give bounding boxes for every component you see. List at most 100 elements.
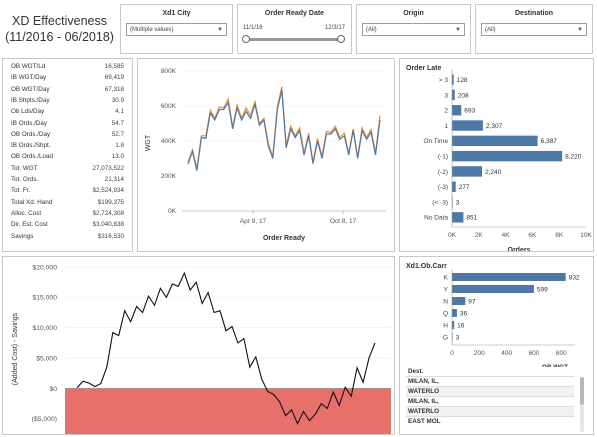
dest-table-row[interactable]: WATERLO [406,386,574,396]
x-tick-label: 0K [448,232,457,239]
category-label: 1 [444,123,448,130]
category-label: (-3) [438,184,448,191]
category-label: G [443,334,448,341]
kpi-value: 16,585 [104,63,124,70]
y-axis-title: (Added Cost) - Savings [12,312,19,385]
data-label: 208 [458,92,469,99]
carrier-bar [452,333,453,341]
category-label: No Data [424,215,448,222]
chevron-down-icon: ▼ [577,26,583,33]
filter-xd1-city-label: Xd1 City [162,10,191,17]
kpi-row: Total Xd. Hand $199,375 [11,199,124,206]
x-tick-label: 2K [475,232,484,239]
order-late-bar-chart: Order Late > 3 128 3 208 2 693 1 2,307 On Time 6,3… [406,65,592,251]
kpi-label: OB Ords./Load [11,153,53,161]
data-label: 277 [459,184,470,191]
kpi-row: Alloc. Cost $2,724,308 [11,210,124,217]
dashboard-subtitle: (11/2016 - 06/2018) [5,30,114,44]
dest-table-row[interactable]: MILAN, IL, [406,376,574,386]
kpi-row: OB WGT/Day 67,318 [11,86,124,93]
category-label: H [443,322,448,329]
date-start-label: 11/1/16 [243,25,263,31]
order-late-bar [452,196,453,208]
carrier-scrollbar[interactable] [580,377,584,432]
data-label: 6,387 [541,138,558,145]
kpi-label: OB WGT/Day [11,85,50,93]
filter-destination-label: Destination [514,10,554,17]
data-label: 851 [466,215,477,222]
data-label: 599 [537,286,548,293]
x-axis-title: Order Ready [263,235,305,242]
carrier-bar [452,309,457,317]
kpi-label: Total Xd. Hand [11,198,53,206]
x-tick-label: 0 [450,350,454,357]
kpi-row: IB Ords./Shpt. 1.8 [11,142,124,149]
data-label: 2,240 [485,169,502,176]
dest-table-header: Dest. [408,368,424,375]
data-label: 693 [464,108,475,115]
x-tick-label: 800 [556,350,567,357]
kpi-row: Tot. Fr. $2,524,934 [11,187,124,194]
order-late-panel: Order Late > 3 128 3 208 2 693 1 2,307 On Time 6,3… [399,58,594,252]
x-tick-label: 4K [502,232,511,239]
dest-table-rows: MILAN, IL, WATERLO MILAN, IL, WATERLO EAST M… [406,376,574,426]
kpi-label: Alloc. Cost [11,209,42,217]
x-tick-label: 8K [555,232,564,239]
kpi-label: Ob Lds/Day [11,108,45,116]
order-late-bar [452,74,454,85]
kpi-value: 54.7 [111,119,124,127]
wgt-series-line [187,86,381,169]
filter-origin: Origin (All) ▼ [356,4,471,54]
kpi-row: OB WGT/Ld 16,585 [11,63,124,70]
filter-xd1-city: Xd1 City (Multiple values) ▼ [120,4,233,54]
xd1-city-dropdown[interactable]: (Multiple values) ▼ [126,23,227,36]
slider-handle-end[interactable] [337,35,345,43]
filter-origin-label: Origin [403,10,424,17]
dest-table-row[interactable]: EAST MOL [406,416,574,426]
carrier-bar-chart: Xd1.Ob.Carr K 832 Y 599 N 97 Q 36 H 16 G 3 0 200 400 600… [406,263,580,371]
order-late-bar [452,212,464,223]
order-late-bar [452,89,455,101]
kpi-value: 67,318 [104,85,124,93]
data-label: 3 [456,199,460,206]
y-tick-label: 200K [161,173,177,180]
date-end-label: 12/3/17 [324,25,345,31]
data-label: 3 [456,334,460,341]
kpi-label: Tot. WGT [11,164,38,172]
category-label: 3 [444,92,448,99]
dest-table-row[interactable]: WATERLO [406,406,574,416]
kpi-panel: OB WGT/Ld 16,585 IB WGT/Day 69,419 OB WGT/Da… [2,58,133,252]
category-label: Y [444,286,449,293]
data-label: 2,307 [486,123,503,130]
dest-table-row[interactable]: MILAN, IL, [406,396,574,406]
date-range-slider[interactable] [242,35,345,43]
order-late-title: Order Late [406,65,442,72]
savings-line-chart: $20,000 $15,000 $10,000 $5,000 $0 ($5,000) (Ad… [12,264,391,434]
data-label: 16 [457,322,465,329]
kpi-row: Ob Lds/Day 4.1 [11,108,124,115]
kpi-label: OB Ords./Day [11,130,51,138]
kpi-row: IB Ords./Day 54.7 [11,120,124,127]
kpi-value: 30.9 [111,96,124,104]
x-tick-label: Apr 9, 17 [240,218,267,225]
destination-value: (All) [485,26,496,33]
category-label: K [444,274,449,281]
title-panel: XD Effectiveness (11/2016 - 06/2018) [2,2,117,54]
category-label: Q [443,310,448,317]
y-tick-label: 0K [168,208,177,215]
kpi-value: 4.1 [115,108,124,116]
wgt-chart-panel: 800K 600K 400K 200K 0K Apr 9, 17 Oct 8, 17 Orde… [137,58,395,252]
y-tick-label: 800K [161,68,177,75]
x-tick-label: 10K [580,232,592,239]
origin-value: (All) [366,26,377,33]
x-tick-label: 400 [501,350,512,357]
carrier-scrollbar-thumb[interactable] [580,377,584,405]
kpi-label: IB Ords./Day [11,119,48,127]
destination-dropdown[interactable]: (All) ▼ [481,23,587,36]
kpi-row: Tot. Ords. 21,314 [11,176,124,183]
kpi-label: Tot. Fr. [11,187,31,195]
slider-handle-start[interactable] [242,35,250,43]
carrier-bar [452,321,455,329]
savings-series-line [76,271,376,426]
origin-dropdown[interactable]: (All) ▼ [362,23,465,36]
